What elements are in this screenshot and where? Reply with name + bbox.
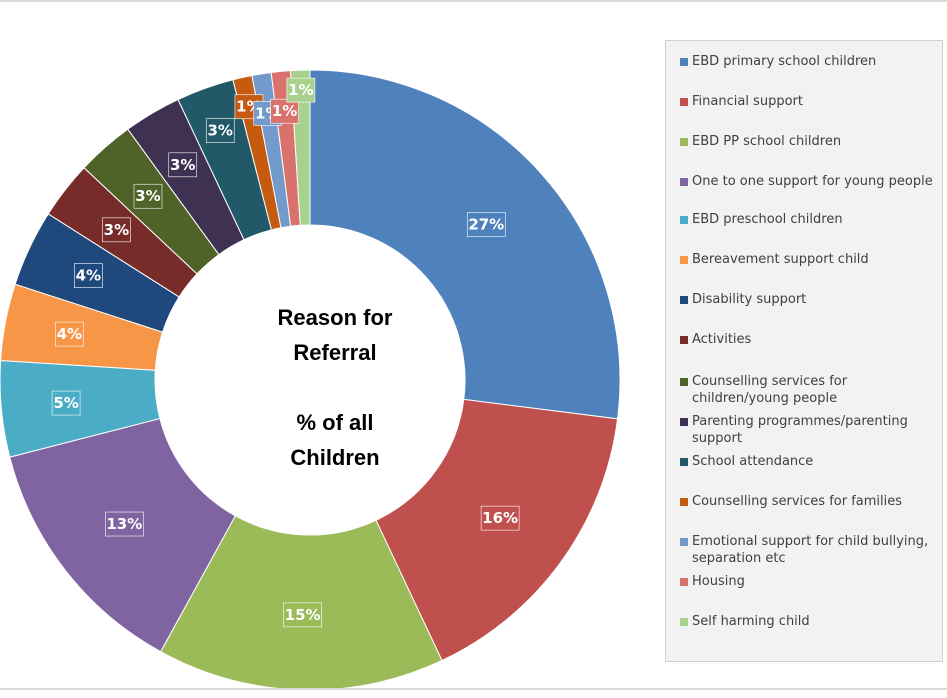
legend-label: Disability support [692,292,807,307]
slice-ebd-primary-school-children [309,69,621,420]
legend-swatch [680,498,688,506]
data-label-box-self-harming-child [286,77,316,103]
legend-label: Housing [692,574,745,589]
data-label-box-bereavement-support-child [55,321,84,347]
data-label-box-disability-support [74,263,103,288]
legend-label: School attendance [692,454,814,469]
data-label-box-financial-support [480,505,520,531]
legend-swatch [680,138,688,146]
data-label-box-counselling-services-for-children-young-people [133,183,163,209]
legend-label: Parenting programmes/parenting support [692,414,908,446]
top-border [0,0,947,2]
legend-swatch [680,336,688,344]
data-label-activities: 3% [104,221,129,239]
center-title-line-4: % of all [296,410,374,435]
legend-label: Activities [692,332,752,347]
legend-swatch [680,216,688,224]
legend-label: Self harming child [692,614,810,629]
legend-label: One to one support for young people [692,174,933,189]
legend-label: EBD preschool children [692,212,843,227]
data-label-one-to-one-support-for-young-people: 13% [106,515,142,533]
legend-label: EBD primary school children [692,54,877,69]
center-title-line-3 [215,370,455,405]
data-label-parenting-programmes-parenting-support: 3% [170,156,195,174]
data-label-box-one-to-one-support-for-young-people [105,511,144,537]
legend-swatch [680,418,688,426]
legend-swatch [680,578,688,586]
legend-swatch [680,98,688,106]
legend-label: Counselling services for children/young … [692,374,848,406]
legend-label: Counselling services for families [692,494,903,509]
label-group: 27%16%15%13%5%4%4%3%3%3%3%1%1%1%1% [51,77,520,628]
center-title-line-5: Children [290,445,380,470]
legend-swatch [680,58,688,66]
data-label-bereavement-support-child: 4% [57,325,82,343]
data-label-box-activities [102,217,131,243]
data-label-disability-support: 4% [76,267,101,285]
center-title-line-1: Reason for [277,305,393,330]
legend-label: EBD PP school children [692,134,842,149]
chart-center-title: Reason for Referral % of all Children [215,300,455,475]
legend-label: Bereavement support child [692,252,869,267]
data-label-box-housing [270,98,299,124]
data-label-box-parenting-programmes-parenting-support [168,152,198,178]
data-label-box-ebd-preschool-children [51,390,81,416]
data-label-housing: 1% [272,102,297,120]
legend-swatch [680,178,688,186]
legend-label: Emotional support for child bullying, se… [692,534,929,566]
legend-swatch [680,538,688,546]
data-label-box-ebd-pp-school-children [283,602,322,628]
data-label-self-harming-child: 1% [288,81,313,99]
data-label-box-school-attendance [205,118,235,143]
data-label-box-ebd-primary-school-children [466,212,506,237]
center-title-line-2: Referral [293,340,377,365]
data-label-financial-support: 16% [482,509,518,527]
legend-label: Financial support [692,94,803,109]
data-label-ebd-pp-school-children: 15% [285,606,321,624]
legend-swatch [680,378,688,386]
chart-legend: EBD primary school children Financial sup… [665,40,943,662]
legend-swatch [680,296,688,304]
data-label-school-attendance: 3% [208,122,233,140]
bottom-border [0,688,947,690]
data-label-counselling-services-for-children-young-people: 3% [135,187,160,205]
legend-swatch [680,458,688,466]
legend-swatch [680,256,688,264]
data-label-ebd-preschool-children: 5% [53,394,78,412]
data-label-ebd-primary-school-children: 27% [468,216,504,234]
legend-swatch [680,618,688,626]
